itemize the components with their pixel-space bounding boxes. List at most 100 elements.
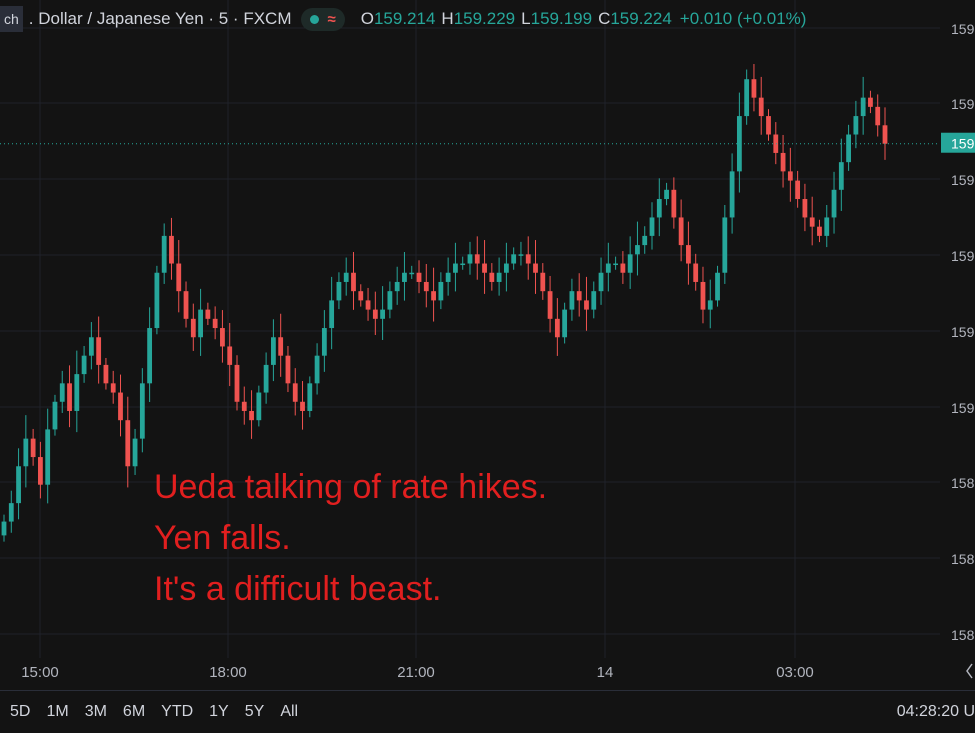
candle-body: [423, 281, 429, 292]
candle-body: [882, 125, 888, 144]
candle-body: [416, 272, 422, 282]
candle-body: [227, 346, 233, 365]
candle-body: [336, 281, 342, 301]
range-ytd[interactable]: YTD: [161, 703, 194, 720]
range-1m[interactable]: 1M: [46, 703, 69, 720]
range-5d[interactable]: 5D: [10, 703, 31, 720]
candle-body: [321, 328, 327, 356]
candle-body: [860, 97, 866, 117]
candle-body: [576, 291, 582, 301]
symbol-title[interactable]: . Dollar / Japanese Yen · 5 · FXCM: [28, 9, 292, 28]
candle-body: [831, 189, 837, 218]
candle-body: [270, 337, 276, 365]
candlestick-chart[interactable]: 159 159 159 159 159 159 159 158 158 158 15:00 18:0…: [0, 0, 975, 690]
candle-body: [118, 392, 123, 421]
range-5y[interactable]: 5Y: [244, 703, 265, 720]
utc-clock[interactable]: 04:28:20 U: [896, 703, 975, 720]
price-tick-label: 159: [951, 248, 975, 264]
wave-icon: ≈: [327, 10, 336, 28]
chart-annotation[interactable]: Ueda talking of rate hikes. Yen falls. I…: [154, 462, 547, 615]
ohlc-high: H159.229: [441, 9, 516, 28]
chart-tag[interactable]: ch: [0, 6, 23, 32]
candle-body: [707, 300, 713, 310]
time-tick-label: 18:00: [209, 664, 247, 681]
candle-body: [562, 309, 568, 338]
candle-body: [38, 457, 43, 485]
candle-body: [766, 116, 771, 135]
candle-body: [220, 328, 225, 347]
annotation-line: Yen falls.: [154, 519, 291, 557]
annotation-line: Ueda talking of rate hikes.: [154, 468, 548, 506]
candle-body: [846, 134, 851, 163]
candle-body: [307, 383, 313, 411]
candle-body: [402, 272, 407, 282]
candle-body: [132, 438, 138, 467]
range-6m[interactable]: 6M: [122, 703, 146, 720]
candle-body: [817, 226, 822, 236]
candle-body: [496, 272, 502, 282]
price-tick-label: 158: [951, 475, 975, 491]
range-1y[interactable]: 1Y: [209, 703, 229, 720]
candle-body: [802, 199, 808, 218]
price-tick-label: 159: [951, 96, 975, 112]
candle-body: [154, 272, 160, 329]
candle-body: [190, 318, 196, 338]
candle-body: [110, 383, 116, 393]
candle-body: [438, 281, 444, 301]
candle-body: [256, 392, 262, 421]
range-all[interactable]: All: [280, 703, 299, 720]
candle-body: [678, 217, 684, 246]
time-axis[interactable]: 15:00 18:00 21:00 14 03:00: [21, 663, 973, 681]
time-tick-label: 15:00: [21, 664, 59, 681]
candle-body: [278, 337, 284, 356]
candle-body: [8, 503, 14, 522]
candle-body: [649, 217, 655, 236]
candle-body: [96, 337, 102, 365]
market-status-pill[interactable]: ≈: [301, 7, 345, 31]
time-tick-label: 03:00: [776, 664, 814, 681]
candle-body: [744, 79, 750, 117]
price-tick-label: 159: [951, 21, 975, 37]
candle-body: [263, 364, 269, 393]
candle-body: [380, 309, 386, 319]
price-tick-label: 158: [951, 627, 975, 643]
candle-body: [205, 309, 211, 319]
candle-body: [700, 281, 706, 310]
candle-body: [474, 254, 480, 264]
candle-body: [81, 355, 87, 375]
candle-body: [729, 171, 735, 218]
annotation-line: It's a difficult beast.: [154, 570, 442, 608]
candle-body: [875, 106, 881, 126]
candle-body: [635, 245, 640, 255]
candle-body: [365, 300, 371, 310]
candle-body: [249, 410, 254, 421]
candle-body: [234, 364, 240, 402]
candle-body: [838, 162, 844, 190]
candle-body: [715, 272, 720, 301]
candle-series: [1, 64, 888, 542]
candle-body: [620, 263, 626, 273]
price-tick-label: 159: [951, 400, 975, 416]
candle-body: [198, 309, 203, 338]
candle-body: [489, 272, 495, 282]
ohlc-open: O159.214: [360, 9, 436, 28]
candle-body: [722, 217, 728, 273]
candle-body: [176, 263, 182, 292]
chart-grid: [0, 0, 940, 658]
range-3m[interactable]: 3M: [84, 703, 107, 720]
candle-body: [627, 254, 633, 273]
candle-body: [387, 291, 393, 310]
candle-body: [169, 235, 174, 264]
price-tick-label: 158: [951, 551, 975, 567]
price-tick-label: 159: [951, 172, 975, 188]
candle-body: [445, 272, 451, 282]
current-price-label: 159: [951, 136, 975, 152]
candle-body: [329, 300, 335, 329]
candle-body: [351, 272, 356, 292]
candle-body: [161, 235, 167, 273]
candle-body: [394, 281, 400, 292]
candle-body: [736, 116, 742, 172]
candle-body: [241, 401, 247, 411]
price-axis[interactable]: 159 159 159 159 159 159 159 158 158 158: [0, 21, 975, 643]
candle-body: [642, 235, 648, 246]
